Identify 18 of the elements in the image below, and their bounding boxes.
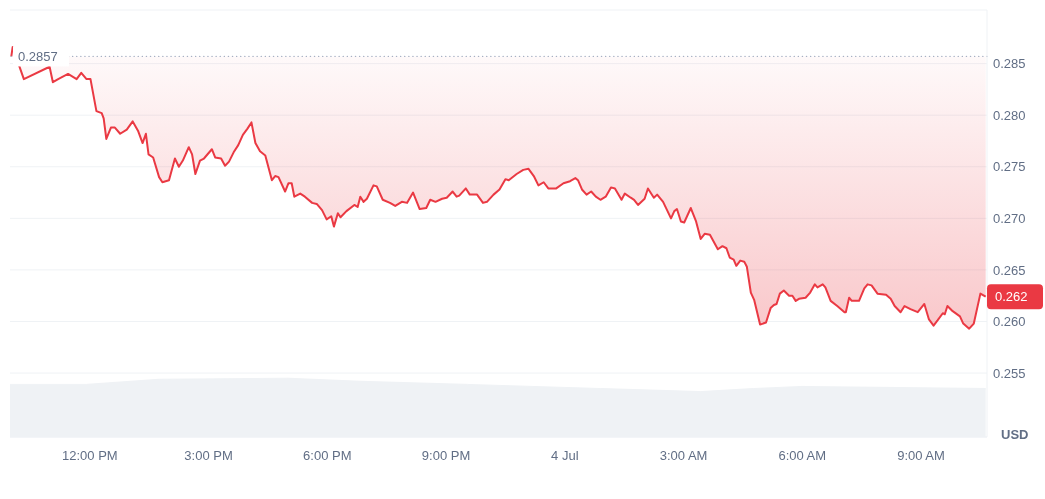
y-tick-label: 0.280 bbox=[993, 107, 1026, 123]
y-tick-label: 0.275 bbox=[993, 159, 1026, 175]
x-tick-label: 12:00 PM bbox=[61, 448, 118, 464]
y-tick-label: 0.255 bbox=[993, 365, 1026, 381]
x-tick-label: 3:00 AM bbox=[659, 448, 708, 464]
ref-line-label: 0.2857 bbox=[18, 49, 58, 65]
y-tick-label: 0.285 bbox=[993, 56, 1026, 72]
y-tick-label: 0.270 bbox=[993, 210, 1026, 226]
x-tick-label: 9:00 PM bbox=[421, 448, 471, 464]
y-tick-label: 0.260 bbox=[993, 314, 1026, 330]
x-tick-label: 3:00 PM bbox=[184, 448, 233, 464]
x-tick-label: 9:00 AM bbox=[897, 448, 945, 464]
y-tick-label: 0.265 bbox=[993, 262, 1026, 278]
text: 0.262 bbox=[995, 289, 1028, 305]
x-tick-label: 6:00 PM bbox=[303, 448, 352, 464]
y-axis-title: USD bbox=[1001, 427, 1029, 442]
x-tick-label: 4 Jul bbox=[551, 448, 579, 464]
x-tick-label: 6:00 AM bbox=[778, 448, 827, 464]
